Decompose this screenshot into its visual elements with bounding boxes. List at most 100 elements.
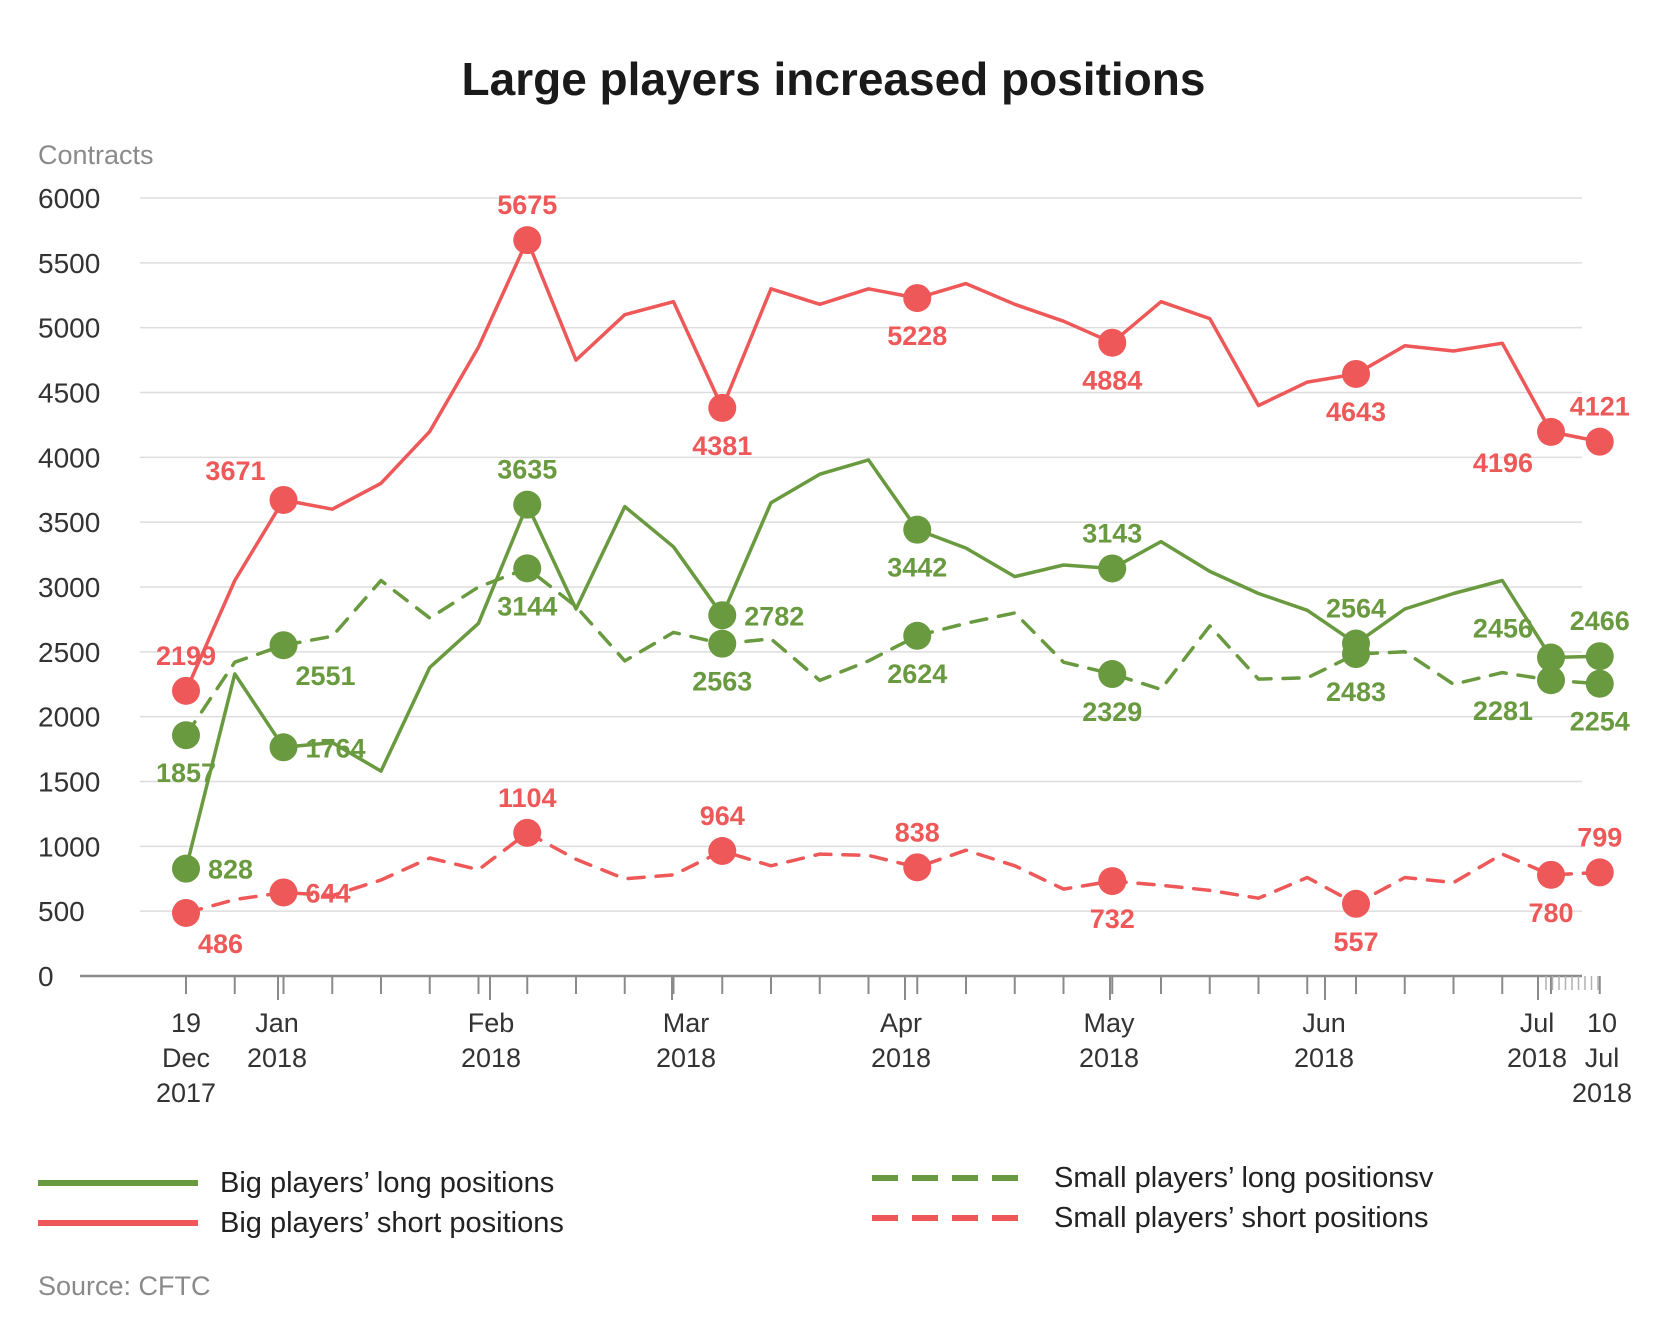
x-tick-label: Feb 2018 [461,1008,521,1073]
x-tick-label: Mar 2018 [656,1008,716,1073]
chart-title: Large players increased positions [461,53,1206,105]
data-point [269,631,298,660]
data-point [513,554,542,583]
y-tick-label: 1000 [38,831,100,862]
y-tick-label: 500 [38,896,85,927]
data-label: 2483 [1326,677,1386,707]
legend-swatch-dashed-red [872,1215,1032,1221]
data-point [513,226,542,255]
data-point [1537,643,1565,672]
y-tick-label: 3000 [38,572,100,603]
legend-item-big-long: Big players’ long positions [38,1165,554,1201]
data-point [269,878,298,907]
data-label: 2281 [1473,696,1533,726]
data-point [1585,427,1614,456]
y-tick-label: 6000 [38,183,100,214]
data-point [1537,860,1565,889]
y-tick-label: 4500 [38,378,100,409]
data-label: 1104 [498,783,557,813]
data-label: 2564 [1326,594,1386,624]
data-label: 4381 [692,431,752,461]
data-label: 1857 [156,758,216,788]
data-point [1342,889,1370,918]
data-point [903,853,932,882]
data-point [1537,417,1565,446]
data-label: 644 [306,878,351,908]
series-line-1 [184,238,1602,693]
legend-label: Big players’ long positions [220,1166,555,1199]
data-label: 838 [895,817,940,847]
x-tick-label: Jul 2018 [1507,1008,1567,1073]
data-point [903,515,932,544]
data-label: 4884 [1082,366,1142,396]
data-point [172,854,200,883]
legend-label: Small players’ short positions [1054,1201,1429,1234]
legend-swatch-solid-green [38,1180,198,1186]
data-point [708,601,737,630]
data-point [1098,867,1127,896]
data-label: 3143 [1082,518,1142,548]
series-line-3 [184,831,1602,915]
data-label: 2329 [1082,697,1142,727]
legend-swatch-solid-red [38,1220,198,1226]
y-tick-label: 2000 [38,702,100,733]
x-tick-label: 19 Dec 2017 [156,1008,216,1108]
grid-lines [140,197,1582,912]
x-tick-label: Apr 2018 [871,1008,931,1073]
data-point [1585,642,1614,671]
data-label: 4196 [1473,448,1533,478]
y-tick-label: 5500 [38,248,100,279]
data-label: 486 [198,929,243,959]
data-point [269,733,298,762]
data-point [708,837,737,866]
y-tick-label: 4000 [38,442,100,473]
data-point [1537,666,1565,695]
data-label: 964 [700,801,745,831]
x-axis: 19 Dec 2017 Jan 2018 Feb 2018 Mar 2018 Apr 2018 May… [80,974,1632,1108]
source-note: Source: CFTC [38,1271,211,1301]
data-point [708,393,737,422]
y-tick-label: 1500 [38,767,100,798]
data-label: 5228 [887,321,947,351]
x-tick-label: Jun 2018 [1294,1008,1354,1073]
data-label: 4643 [1326,397,1386,427]
legend-item-small-short: Small players’ short positions [872,1200,1428,1236]
x-tick-label: 10 Jul 2018 [1572,1008,1632,1108]
data-label: 2456 [1473,614,1533,644]
legend-label: Big players’ short positions [220,1206,564,1239]
data-point [172,676,200,705]
data-labels: 828 1764 3635 2782 3442 3143 2564 2456 2466 2199 3… [156,190,1630,959]
legend-item-small-long: Small players’ long positionsv [872,1160,1433,1196]
data-label: 2199 [156,641,216,671]
data-label: 799 [1577,822,1622,852]
data-point [513,490,542,519]
legend-item-big-short: Big players’ short positions [38,1205,564,1241]
data-label: 3144 [497,591,557,621]
data-label: 780 [1528,898,1573,928]
data-point [269,485,298,514]
data-label: 1764 [306,733,366,763]
y-tick-label: 3500 [38,507,100,538]
y-tick-label: 0 [38,961,54,992]
data-label: 3635 [497,455,557,485]
x-tick-label: Jan 2018 [247,1008,307,1073]
data-label: 828 [208,855,253,885]
data-point [903,284,932,313]
data-label: 2624 [887,659,947,689]
data-point [172,898,200,927]
data-point [172,721,200,750]
legend-swatch-dashed-green [872,1175,1032,1181]
data-point [1098,328,1127,357]
data-label: 3671 [205,456,265,486]
data-point [1098,660,1127,689]
data-label: 2782 [744,601,804,631]
data-label: 2563 [692,667,752,697]
data-label: 3442 [887,553,947,583]
data-label: 557 [1333,927,1378,957]
data-label: 5675 [497,190,557,220]
y-tick-label: 2500 [38,637,100,668]
x-tick-label: May 2018 [1079,1008,1139,1073]
data-label: 732 [1090,904,1135,934]
data-markers [172,226,1614,927]
